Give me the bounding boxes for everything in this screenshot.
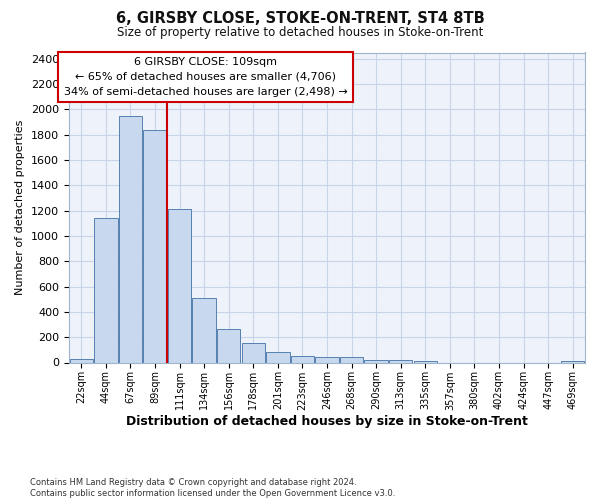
Bar — [316, 357, 338, 362]
Bar — [168, 210, 191, 362]
Bar — [94, 218, 118, 362]
Bar — [291, 356, 314, 362]
Text: 6 GIRSBY CLOSE: 109sqm
← 65% of detached houses are smaller (4,706)
34% of semi-: 6 GIRSBY CLOSE: 109sqm ← 65% of detached… — [64, 57, 347, 97]
Bar — [364, 360, 388, 362]
Bar — [193, 298, 216, 362]
Text: Contains HM Land Registry data © Crown copyright and database right 2024.
Contai: Contains HM Land Registry data © Crown c… — [30, 478, 395, 498]
Bar — [389, 360, 412, 362]
X-axis label: Distribution of detached houses by size in Stoke-on-Trent: Distribution of detached houses by size … — [126, 415, 528, 428]
Y-axis label: Number of detached properties: Number of detached properties — [16, 120, 25, 295]
Bar — [266, 352, 290, 362]
Bar — [119, 116, 142, 362]
Bar — [242, 343, 265, 362]
Bar — [217, 329, 241, 362]
Bar — [70, 358, 93, 362]
Text: Size of property relative to detached houses in Stoke-on-Trent: Size of property relative to detached ho… — [117, 26, 483, 39]
Text: 6, GIRSBY CLOSE, STOKE-ON-TRENT, ST4 8TB: 6, GIRSBY CLOSE, STOKE-ON-TRENT, ST4 8TB — [116, 11, 484, 26]
Bar — [143, 130, 167, 362]
Bar — [340, 358, 363, 362]
